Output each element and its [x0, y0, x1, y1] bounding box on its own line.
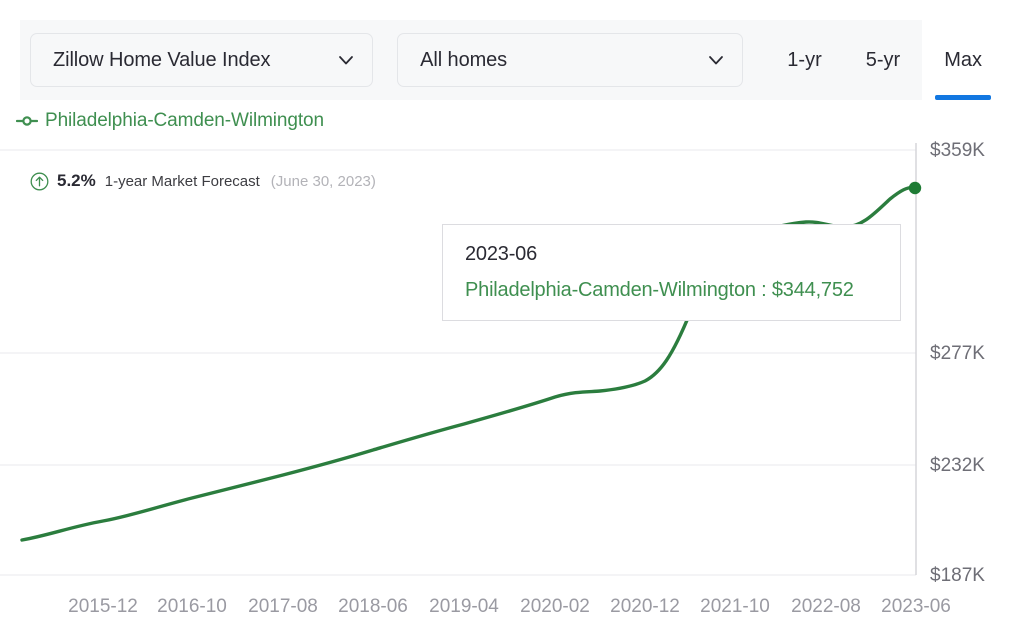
y-axis-tick-label: $359K [930, 140, 985, 161]
arrow-up-circle-icon [30, 172, 49, 191]
tab-5-yr-label: 5-yr [865, 48, 901, 71]
metric-select[interactable]: Zillow Home Value Index [30, 33, 374, 87]
chart-svg [0, 143, 922, 576]
y-axis-tick-label: $277K [930, 343, 985, 364]
x-axis-tick-label: 2016-10 [157, 596, 227, 617]
y-axis-tick-label: $232K [930, 455, 985, 476]
tooltip-date: 2023-06 [465, 243, 537, 265]
market-forecast-annotation: 5.2% 1-year Market Forecast (June 30, 20… [30, 171, 376, 191]
chevron-down-icon [706, 50, 726, 70]
forecast-percent: 5.2% [57, 171, 96, 190]
chart-legend[interactable]: Philadelphia-Camden-Wilmington [15, 110, 324, 132]
gridlines [0, 149, 916, 576]
tab-max-label: Max [944, 48, 982, 71]
chevron-down-icon [336, 50, 356, 70]
chart-toolbar: Zillow Home Value Index All homes 1-yr 5… [20, 20, 1004, 100]
tab-1-yr[interactable]: 1-yr [765, 20, 843, 100]
x-axis-tick-label: 2018-06 [338, 596, 408, 617]
x-axis-tick-label: 2017-08 [248, 596, 318, 617]
x-axis-tick-label: 2023-06 [881, 596, 951, 617]
range-tabs: 1-yr 5-yr Max [765, 20, 1004, 100]
x-axis-tick-label: 2015-12 [68, 596, 138, 617]
x-axis-tick-label: 2020-02 [520, 596, 590, 617]
series-line-philadelphia-camden-wilmington [20, 185, 917, 542]
home-type-select-value: All homes [420, 48, 508, 71]
line-circle-marker-icon [15, 114, 39, 128]
x-axis-tick-label: 2021-10 [700, 596, 770, 617]
series-endpoint-dot [908, 181, 922, 195]
legend-label: Philadelphia-Camden-Wilmington [45, 110, 324, 131]
metric-select-value: Zillow Home Value Index [53, 48, 271, 71]
chart-tooltip: 2023-06 Philadelphia-Camden-Wilmington :… [442, 224, 901, 321]
tab-5-yr[interactable]: 5-yr [844, 20, 922, 100]
x-axis-tick-label: 2019-04 [429, 596, 499, 617]
x-axis-tick-label: 2020-12 [610, 596, 680, 617]
chart-plot-area[interactable]: $359K $277K $232K $187K [0, 135, 1024, 595]
forecast-date: (June 30, 2023) [270, 172, 376, 190]
y-axis-tick-label: $187K [930, 565, 985, 586]
home-type-select[interactable]: All homes [397, 33, 744, 87]
tooltip-series-value: Philadelphia-Camden-Wilmington : $344,75… [465, 279, 854, 301]
tab-max[interactable]: Max [922, 20, 1004, 100]
tab-1-yr-label: 1-yr [787, 48, 822, 71]
forecast-label: 1-year Market Forecast [104, 172, 260, 190]
x-axis-tick-label: 2022-08 [791, 596, 861, 617]
